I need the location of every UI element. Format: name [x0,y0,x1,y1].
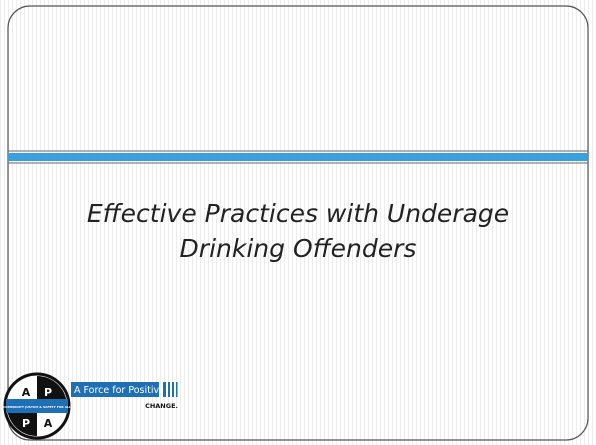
tagline-bar [172,382,174,397]
logo-band [6,399,68,413]
tagline-bar [163,382,166,397]
logo-motto: COMMUNITY JUSTICE & SAFETY FOR ALL [3,405,71,409]
title-line: Drinking Offenders [180,234,417,263]
slide-border [7,5,589,441]
logo-quadrant [37,376,67,406]
tagline-bar [176,382,178,397]
logo-letter: P [44,386,52,399]
tagline: A Force for Positive [74,385,165,396]
tagline-bar [168,382,170,397]
logo-quadrant [7,406,37,436]
logo-letter: A [22,386,31,399]
logo-letter: A [44,417,53,430]
title-line: Effective Practices with Underage [87,199,509,228]
logo-letter: P [22,417,30,430]
tagline-box [71,382,159,397]
logo: A P P A COMMUNITY JUSTICE & SAFETY FOR A… [3,372,178,440]
blue-band [8,153,588,161]
tagline-end: CHANGE. [145,402,178,410]
